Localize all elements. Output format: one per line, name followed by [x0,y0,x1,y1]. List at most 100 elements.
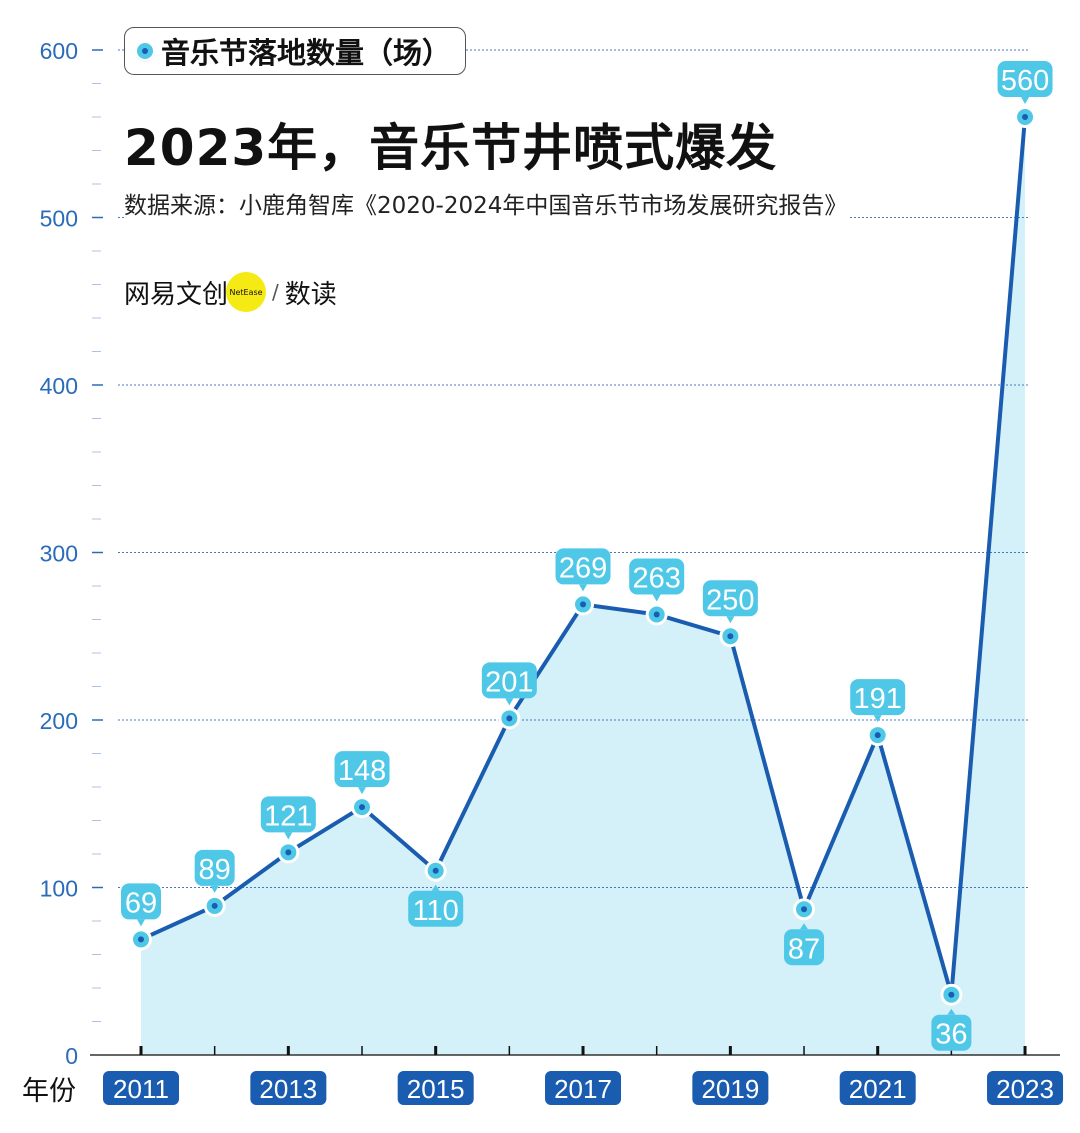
data-source: 数据来源：小鹿角智库《2020-2024年中国音乐节市场发展研究报告》 [124,190,849,223]
data-label-text: 250 [706,584,754,616]
data-point [130,928,152,951]
point-center [727,633,734,640]
x-tick-label: 2023 [996,1074,1054,1104]
data-point [1014,106,1037,128]
x-tick-label-badge: 2021 [839,1071,916,1105]
brand-column: 数读 [284,279,337,310]
data-label-pointer [1021,97,1030,104]
point-center [506,715,513,722]
data-label-pointer [726,616,735,624]
data-label-pointer [358,787,367,795]
data-label-text: 110 [413,895,459,927]
data-label-text: 148 [338,755,386,787]
y-tick-label: 0 [65,1043,78,1069]
legend: 音乐节落地数量（场） [124,27,467,75]
data-label: 269 [555,548,611,592]
data-label-bg [260,796,316,833]
data-label: 110 [408,884,464,927]
point-center [432,867,439,874]
data-label-bg [408,890,464,927]
x-tick-label-badge: 2011 [103,1071,179,1105]
data-label-bg [997,61,1053,97]
point-center [801,906,808,913]
data-label: 201 [481,662,537,706]
data-label-bg [850,679,906,716]
data-label-bg [784,929,825,966]
x-tick-label-badge: 2017 [545,1071,622,1105]
point-center [359,804,366,811]
data-label-bg [121,883,161,920]
data-label-text: 269 [559,552,607,584]
data-label-bg [702,580,758,617]
data-label-text: 36 [935,1019,967,1051]
data-label-pointer [873,715,882,723]
data-label-pointer [505,698,514,706]
x-tick-label: 2013 [259,1074,317,1104]
data-point [424,859,447,882]
data-label-bg [629,558,685,595]
data-label: 191 [850,679,906,723]
data-label-bg [194,849,235,886]
x-tick-label-badge: 2013 [250,1071,327,1105]
data-label-pointer [800,923,809,930]
netease-logo-icon: NetEase [226,272,267,312]
data-label: 263 [629,558,685,602]
point-center [1022,114,1029,120]
y-tick-label: 100 [40,876,78,902]
data-label: 250 [702,580,758,624]
x-tick-label-badge: 2023 [987,1071,1064,1105]
x-tick-badge-bg [545,1071,622,1105]
data-label: 148 [334,751,390,795]
data-label-text: 560 [1001,65,1049,97]
x-axis-label: 年份 [22,1076,76,1107]
data-point [793,898,816,921]
y-tick-label: 300 [40,541,78,567]
data-label-pointer [652,594,661,602]
data-point [866,724,889,747]
point-center [285,849,292,856]
x-tick-badge-bg [839,1071,916,1105]
data-label: 87 [784,923,825,966]
chart-title: 2023年，音乐节井喷式爆发 [124,108,778,180]
data-label-pointer [579,584,588,592]
data-label-text: 69 [125,887,157,919]
data-label-pointer [137,919,145,927]
y-tick-label: 200 [40,708,78,734]
x-tick-badge-bg [250,1071,327,1105]
data-label: 69 [121,883,161,927]
x-tick-label: 2017 [554,1074,612,1104]
x-tick-label-badge: 2015 [397,1071,474,1105]
brand-name: 网易文创 [124,279,229,310]
point-center [211,902,218,909]
x-tick-label: 2015 [407,1074,465,1104]
data-label-text: 87 [788,933,820,965]
data-label-text: 89 [199,854,231,886]
data-label-text: 201 [485,666,533,698]
point-center [138,936,144,943]
point-center [653,611,660,618]
point-center [948,991,955,998]
x-tick-badge-bg [103,1071,179,1105]
data-label-pointer [284,832,293,840]
data-point [719,625,742,648]
brand-logo: 网易文创 NetEase / 数读 [124,272,337,312]
data-label-bg [481,662,537,699]
legend-label: 音乐节落地数量（场） [161,36,452,70]
x-tick-label: 2021 [849,1074,907,1104]
data-point [645,603,668,626]
x-tick-badge-bg [397,1071,474,1105]
legend-marker-icon [137,43,153,59]
y-tick-label: 600 [40,38,78,64]
data-label-text: 191 [854,683,902,715]
point-center [580,601,587,608]
data-point [940,983,963,1006]
x-tick-badge-bg [987,1071,1064,1105]
x-tick-label: 2019 [701,1074,759,1104]
data-point [351,796,374,819]
data-point [277,841,300,864]
area-fill [141,117,1026,1055]
data-label-pointer [947,1008,956,1015]
data-label-pointer [210,885,219,893]
x-tick-label-badge: 2019 [692,1071,769,1105]
